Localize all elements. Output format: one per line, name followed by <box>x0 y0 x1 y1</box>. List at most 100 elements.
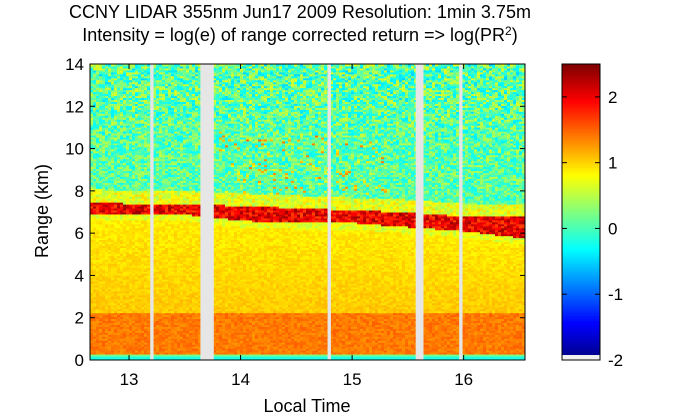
heatmap-cell <box>165 184 169 187</box>
heatmap-cell <box>147 182 151 185</box>
heatmap-cell <box>120 206 124 209</box>
heatmap-cell <box>123 190 127 193</box>
heatmap-cell <box>162 340 166 343</box>
heatmap-cell <box>96 231 100 235</box>
heatmap-cell <box>171 292 175 296</box>
heatmap-cell <box>168 352 172 355</box>
heatmap-cell <box>129 330 133 333</box>
heatmap-cell <box>108 87 112 91</box>
heatmap-cell <box>99 73 103 77</box>
heatmap-cell <box>162 103 166 106</box>
heatmap-cell <box>123 263 127 266</box>
heatmap-cell <box>147 285 151 288</box>
heatmap-cell <box>159 247 163 250</box>
heatmap-cell <box>156 328 160 331</box>
heatmap-cell <box>138 296 142 300</box>
heatmap-cell <box>96 318 100 322</box>
heatmap-cell <box>144 290 148 294</box>
heatmap-cell <box>120 131 124 134</box>
heatmap-cell <box>162 87 166 91</box>
heatmap-cell <box>90 164 94 168</box>
heatmap-cell <box>93 312 97 316</box>
heatmap-cell <box>177 288 181 292</box>
heatmap-cell <box>105 259 109 262</box>
heatmap-cell <box>177 314 181 318</box>
heatmap-cell <box>99 304 103 308</box>
heatmap-cell <box>171 83 175 87</box>
heatmap-cell <box>159 251 163 254</box>
heatmap-cell <box>90 296 94 300</box>
heatmap-cell <box>165 300 169 304</box>
heatmap-cell <box>114 328 118 331</box>
heatmap-cell <box>171 85 175 89</box>
heatmap-cell <box>132 160 136 164</box>
heatmap-cell <box>138 223 142 227</box>
heatmap-cell <box>123 285 127 288</box>
heatmap-cell <box>138 302 142 306</box>
heatmap-cell <box>126 233 130 237</box>
heatmap-cell <box>93 158 97 162</box>
heatmap-cell <box>108 340 112 343</box>
heatmap-cell <box>132 99 136 102</box>
heatmap-cell <box>165 235 169 239</box>
heatmap-cell <box>96 350 100 353</box>
heatmap-cell <box>123 233 127 237</box>
heatmap-cell <box>123 217 127 221</box>
heatmap-cell <box>105 354 109 357</box>
heatmap-cell <box>114 265 118 268</box>
heatmap-cell <box>114 215 118 219</box>
heatmap-cell <box>99 320 103 323</box>
heatmap-cell <box>165 322 169 325</box>
heatmap-cell <box>120 302 124 306</box>
heatmap-cell <box>165 142 169 146</box>
heatmap-cell <box>159 312 163 316</box>
heatmap-cell <box>117 123 121 126</box>
heatmap-cell <box>135 273 139 276</box>
heatmap-cell <box>96 320 100 323</box>
heatmap-cell <box>126 111 130 114</box>
heatmap-cell <box>162 245 166 249</box>
heatmap-cell <box>132 123 136 126</box>
heatmap-cell <box>96 158 100 162</box>
heatmap-cell <box>120 184 124 187</box>
heatmap-cell <box>153 235 157 239</box>
heatmap-cell <box>90 206 94 209</box>
heatmap-cell <box>129 283 133 286</box>
heatmap-cell <box>111 135 115 138</box>
heatmap-cell <box>93 121 97 124</box>
heatmap-cell <box>168 243 172 247</box>
heatmap-cell <box>117 117 121 120</box>
heatmap-cell <box>99 225 103 229</box>
heatmap-cell <box>168 148 172 152</box>
heatmap-cell <box>138 300 142 304</box>
heatmap-cell <box>123 97 127 101</box>
heatmap-cell <box>111 89 115 93</box>
heatmap-cell <box>114 194 118 197</box>
heatmap-cell <box>117 172 121 175</box>
heatmap-cell <box>105 79 109 83</box>
heatmap-cell <box>126 334 130 337</box>
heatmap-cell <box>168 89 172 93</box>
heatmap-cell <box>174 91 178 95</box>
heatmap-cell <box>96 172 100 175</box>
heatmap-cell <box>165 221 169 225</box>
heatmap-cell <box>159 77 163 81</box>
heatmap-cell <box>138 292 142 296</box>
heatmap-cell <box>108 275 112 278</box>
heatmap-cell <box>171 316 175 320</box>
heatmap-cell <box>138 294 142 298</box>
heatmap-cell <box>171 302 175 306</box>
heatmap-cell <box>99 174 103 177</box>
heatmap-cell <box>162 330 166 333</box>
heatmap-cell <box>135 117 139 120</box>
heatmap-cell <box>135 356 139 359</box>
heatmap-cell <box>105 121 109 124</box>
heatmap-cell <box>177 267 181 270</box>
heatmap-cell <box>129 184 133 187</box>
heatmap-cell <box>120 285 124 288</box>
heatmap-cell <box>93 142 97 146</box>
heatmap-cell <box>159 164 163 168</box>
heatmap-cell <box>162 358 166 361</box>
heatmap-cell <box>138 273 142 276</box>
heatmap-cell <box>171 196 175 199</box>
